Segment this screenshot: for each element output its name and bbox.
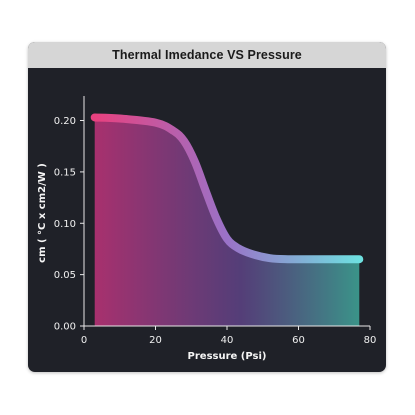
- chart-svg: 0 20 40 60 80 0.00 0.05 0.10 0.15 0.20 Pressure (P…: [37, 96, 377, 362]
- y-tick-label: 0.20: [54, 116, 76, 127]
- y-tick-label: 0.15: [54, 167, 76, 178]
- x-tick-label: 20: [149, 335, 162, 346]
- x-tick-label: 60: [292, 335, 305, 346]
- y-tick-label: 0.10: [54, 219, 76, 230]
- y-tick-label: 0.05: [54, 270, 76, 281]
- x-axis-label: Pressure (Psi): [188, 351, 267, 362]
- chart-title: Thermal Imedance VS Pressure: [112, 48, 302, 62]
- x-tick-label: 40: [221, 335, 234, 346]
- x-tick-label: 80: [364, 335, 377, 346]
- chart-title-bar: Thermal Imedance VS Pressure: [28, 42, 386, 68]
- x-tick-label: 0: [81, 335, 87, 346]
- y-tick-label: 0.00: [54, 322, 76, 333]
- area-fill: [94, 117, 360, 327]
- series-line: [90, 113, 364, 264]
- y-axis-label: cm ( °C x cm2/W ): [37, 163, 48, 263]
- chart-card: Thermal Imedance VS Pressure 0 20 40 60 80 0.…: [28, 42, 386, 372]
